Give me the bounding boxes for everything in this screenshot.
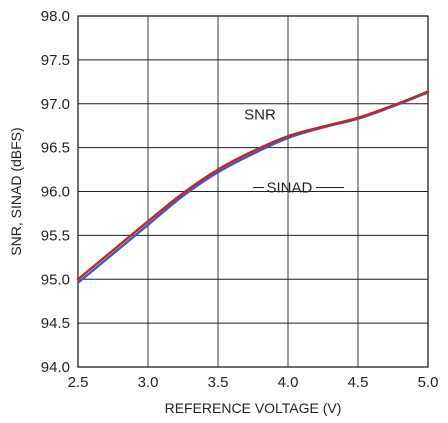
annotation-layer: SNR SINAD bbox=[244, 107, 344, 197]
x-tick-label: 4.0 bbox=[278, 374, 299, 391]
series-line-snr bbox=[76, 90, 430, 281]
x-tick-label: 3.0 bbox=[138, 374, 159, 391]
y-tick-label: 94.0 bbox=[41, 359, 70, 376]
y-tick-label: 96.5 bbox=[41, 140, 70, 157]
y-tick-label: 94.5 bbox=[41, 315, 70, 332]
x-axis-title: REFERENCE VOLTAGE (V) bbox=[165, 400, 342, 416]
y-tick-label: 95.0 bbox=[41, 271, 70, 288]
y-tick-label: 97.5 bbox=[41, 52, 70, 69]
y-tick-label: 97.0 bbox=[41, 96, 70, 113]
y-tick-label: 95.5 bbox=[41, 227, 70, 244]
y-tick-labels: 94.0 94.5 95.0 95.5 96.0 96.5 97.0 97.5 98.0 bbox=[41, 8, 70, 376]
series-layer bbox=[76, 90, 430, 284]
y-tick-label: 96.0 bbox=[41, 184, 70, 201]
annotation-snr-label: SNR bbox=[244, 107, 276, 124]
grid-lines bbox=[78, 16, 428, 367]
x-tick-label: 5.0 bbox=[418, 374, 439, 391]
plot-frame bbox=[77, 15, 429, 368]
y-tick-label: 98.0 bbox=[41, 8, 70, 25]
x-tick-label: 4.5 bbox=[348, 374, 369, 391]
y-axis-title: SNR, SINAD (dBFS) bbox=[8, 127, 24, 255]
x-tick-labels: 2.5 3.0 3.5 4.0 4.5 5.0 bbox=[68, 374, 439, 391]
x-tick-label: 2.5 bbox=[68, 374, 89, 391]
x-tick-label: 3.5 bbox=[208, 374, 229, 391]
annotation-sinad-label: SINAD bbox=[266, 180, 312, 197]
